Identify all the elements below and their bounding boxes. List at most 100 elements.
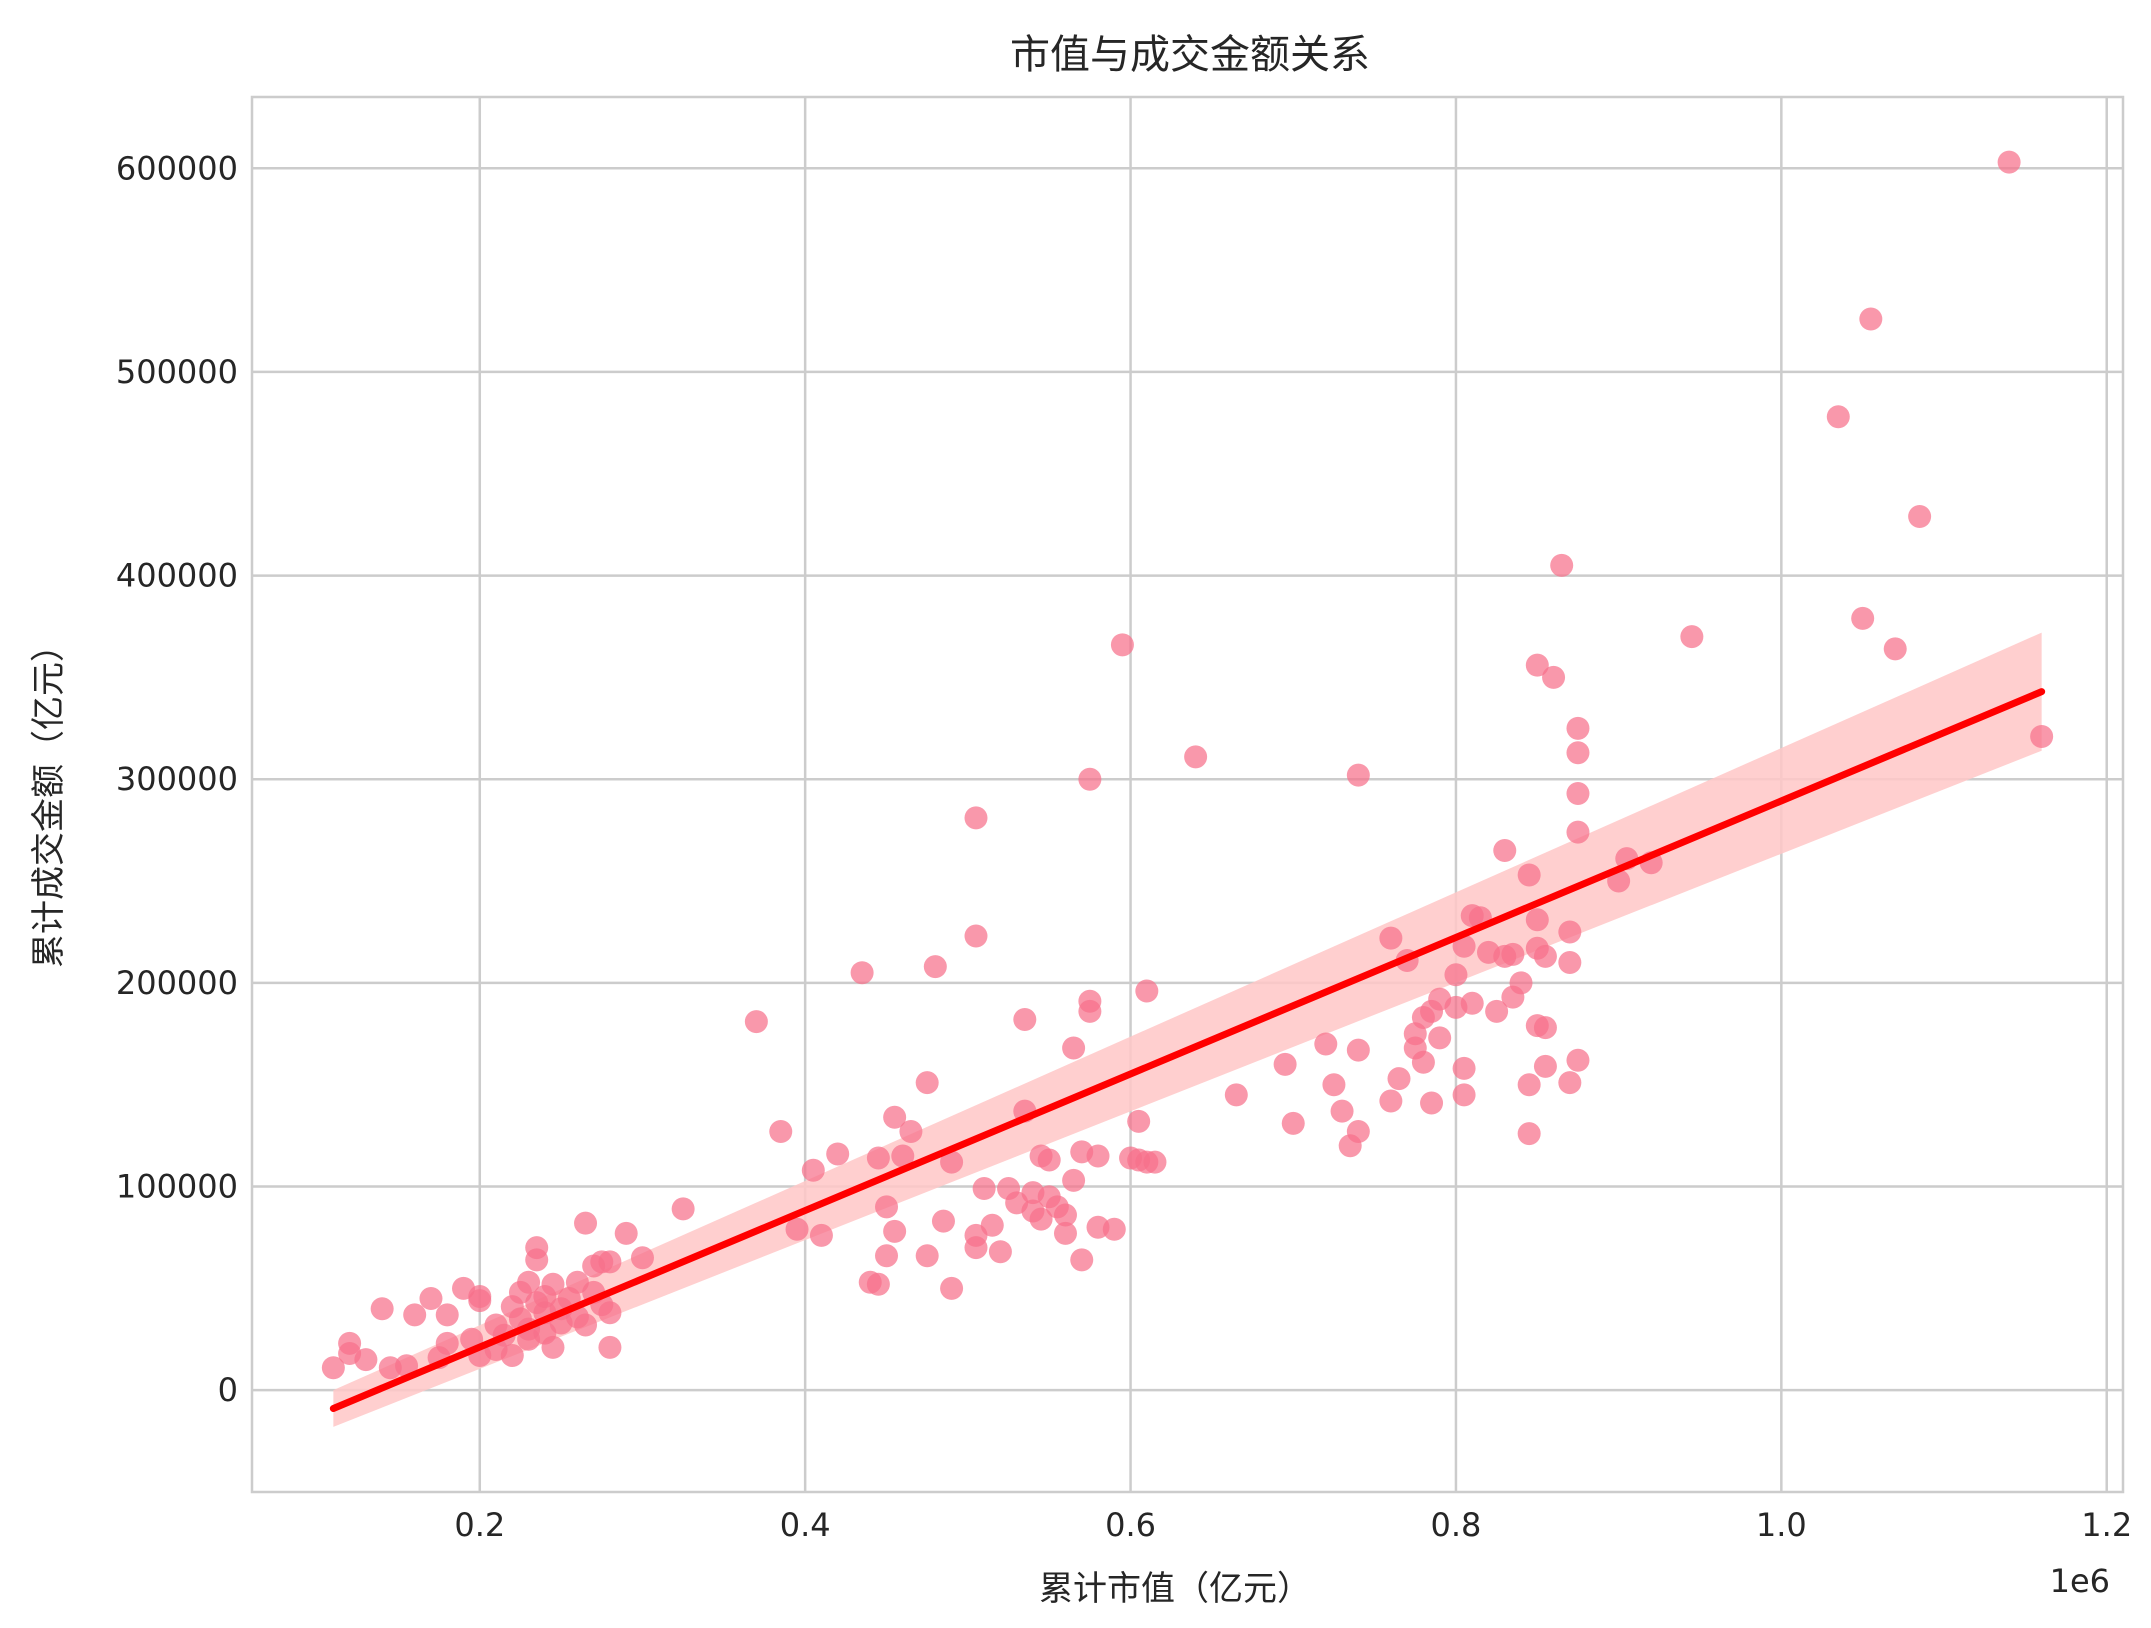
data-point [395, 1354, 419, 1378]
data-point [1037, 1148, 1061, 1172]
data-point [1493, 839, 1517, 863]
regression-line [329, 688, 2046, 1413]
x-tick-label: 0.6 [1105, 1506, 1156, 1544]
data-point [826, 1142, 850, 1166]
data-point [940, 1150, 964, 1174]
points-layer [321, 150, 2054, 1380]
data-point [2030, 724, 2054, 748]
data-point [1411, 1050, 1435, 1074]
data-point [1322, 1073, 1346, 1097]
data-point [1566, 1048, 1590, 1072]
data-point [1127, 1109, 1151, 1133]
data-point [1997, 150, 2021, 174]
data-point [785, 1217, 809, 1241]
data-point [1533, 1054, 1557, 1078]
data-point [1110, 633, 1134, 657]
chart-title: 市值与成交金额关系 [1010, 32, 1370, 78]
x-tick-label: 0.2 [454, 1506, 505, 1544]
data-point [1566, 741, 1590, 765]
data-point [1566, 820, 1590, 844]
data-point [891, 1144, 915, 1168]
data-point [875, 1195, 899, 1219]
data-point [435, 1331, 459, 1355]
data-point [1550, 553, 1574, 577]
data-point [1135, 979, 1159, 1003]
data-point [1826, 405, 1850, 429]
data-point [1102, 1217, 1126, 1241]
data-point [1566, 716, 1590, 740]
data-point [850, 961, 874, 985]
data-point [1883, 637, 1907, 661]
data-point [899, 1120, 923, 1144]
data-point [435, 1303, 459, 1327]
data-point [1533, 1016, 1557, 1040]
data-point [403, 1303, 427, 1327]
data-point [1143, 1150, 1167, 1174]
data-point [1053, 1203, 1077, 1227]
data-point [598, 1250, 622, 1274]
data-point [1452, 934, 1476, 958]
y-tick-label: 600000 [116, 149, 238, 187]
data-point [574, 1313, 598, 1337]
data-point [1379, 1089, 1403, 1113]
data-point [1566, 781, 1590, 805]
data-point [988, 1240, 1012, 1264]
data-point [801, 1158, 825, 1182]
data-point [1314, 1032, 1338, 1056]
data-point [541, 1335, 565, 1359]
data-point [1387, 1067, 1411, 1091]
y-axis-label: 累计成交金额（亿元） [29, 628, 69, 968]
x-tick-label: 0.4 [780, 1506, 831, 1544]
data-point [468, 1284, 492, 1308]
data-point [1558, 951, 1582, 975]
data-point [1062, 1168, 1086, 1192]
data-point [1184, 745, 1208, 769]
data-point [500, 1344, 524, 1368]
x-tick-label: 1.2 [2081, 1506, 2132, 1544]
data-point [883, 1219, 907, 1243]
data-point [517, 1270, 541, 1294]
data-point [1452, 1056, 1476, 1080]
data-point [354, 1348, 378, 1372]
data-point [866, 1272, 890, 1296]
data-point [1517, 863, 1541, 887]
y-tick-label: 300000 [116, 760, 238, 798]
data-point [1062, 1036, 1086, 1060]
data-point [1346, 763, 1370, 787]
y-tick-label: 200000 [116, 964, 238, 1002]
x-tick-labels: 0.2 0.4 0.6 0.8 1.0 1.2 [454, 1506, 2132, 1544]
data-point [525, 1248, 549, 1272]
data-point [1013, 1008, 1037, 1032]
data-point [1517, 1122, 1541, 1146]
plot-frame [250, 95, 2125, 1494]
data-point [1558, 1071, 1582, 1095]
data-point [915, 1244, 939, 1268]
data-point [809, 1223, 833, 1247]
y-tick-labels: 0 100000 200000 300000 400000 500000 600000 [116, 149, 238, 1409]
data-point [419, 1287, 443, 1311]
data-point [923, 955, 947, 979]
data-point [883, 1105, 907, 1129]
data-point [1078, 767, 1102, 791]
data-point [1330, 1099, 1354, 1123]
data-point [370, 1297, 394, 1321]
data-point [541, 1272, 565, 1296]
data-point [1053, 1221, 1077, 1245]
data-point [1908, 505, 1932, 529]
data-point [1379, 926, 1403, 950]
data-point [1428, 1026, 1452, 1050]
data-point [744, 1010, 768, 1034]
y-tick-label: 500000 [116, 353, 238, 391]
data-point [964, 1236, 988, 1260]
data-point [964, 924, 988, 948]
data-point [614, 1221, 638, 1245]
data-point [915, 1071, 939, 1095]
data-point [1452, 1083, 1476, 1107]
x-axis-label: 累计市值（亿元） [1039, 1569, 1311, 1609]
data-point [1346, 1038, 1370, 1062]
x-axis-offset-label: 1e6 [2050, 1562, 2110, 1600]
data-point [1542, 665, 1566, 689]
data-point [980, 1213, 1004, 1237]
data-point [1558, 920, 1582, 944]
